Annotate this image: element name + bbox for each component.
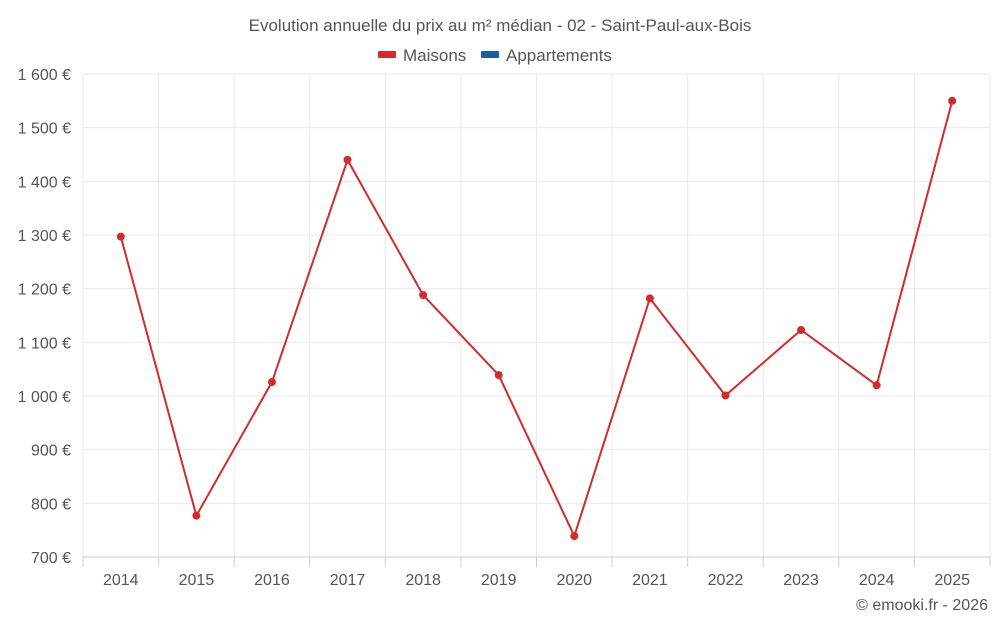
data-point-maisons-2021[interactable] — [645, 294, 654, 303]
data-point-maisons-2019[interactable] — [494, 371, 503, 380]
data-point-maisons-2014[interactable] — [116, 232, 125, 241]
x-tick-label: 2019 — [481, 572, 517, 589]
x-tick-label: 2016 — [254, 572, 290, 589]
credit-text: © emooki.fr - 2026 — [856, 597, 988, 614]
y-tick-label: 1 000 € — [18, 389, 71, 406]
data-point-maisons-2024[interactable] — [872, 381, 881, 390]
x-tick-label: 2017 — [330, 572, 366, 589]
y-tick-label: 800 € — [31, 496, 71, 513]
x-tick-label: 2024 — [859, 572, 895, 589]
grid — [82, 73, 991, 557]
x-tick-label: 2023 — [783, 572, 819, 589]
x-tick-label: 2022 — [708, 572, 744, 589]
data-point-maisons-2018[interactable] — [419, 291, 428, 300]
y-tick-label: 900 € — [31, 443, 71, 460]
y-tick-label: 700 € — [31, 550, 71, 567]
data-point-maisons-2017[interactable] — [343, 155, 352, 164]
x-tick-label: 2021 — [632, 572, 668, 589]
legend-item-appartements[interactable]: Appartements — [481, 46, 612, 65]
y-tick-label: 1 200 € — [18, 282, 71, 299]
data-point-maisons-2015[interactable] — [192, 511, 201, 520]
y-tick-label: 1 100 € — [18, 335, 71, 352]
legend-label-maisons: Maisons — [403, 46, 466, 65]
x-tick-label: 2025 — [934, 572, 970, 589]
y-tick-label: 1 400 € — [18, 174, 71, 191]
data-point-maisons-2016[interactable] — [267, 378, 276, 387]
legend-item-maisons[interactable]: Maisons — [378, 46, 466, 65]
series-line-maisons — [119, 100, 954, 538]
y-tick-label: 1 300 € — [18, 228, 71, 245]
x-tick-label: 2020 — [556, 572, 592, 589]
x-tick-label: 2014 — [103, 572, 139, 589]
y-tick-label: 1 600 € — [18, 67, 71, 84]
data-point-maisons-2023[interactable] — [797, 325, 806, 334]
legend-swatch-maisons — [378, 51, 396, 58]
data-point-maisons-2020[interactable] — [570, 532, 579, 541]
legend-label-appartements: Appartements — [506, 46, 612, 65]
series-maisons — [116, 96, 957, 541]
data-point-maisons-2025[interactable] — [948, 96, 957, 105]
y-tick-label: 1 500 € — [18, 121, 71, 138]
x-tick-label: 2018 — [405, 572, 441, 589]
legend: Maisons Appartements — [378, 46, 612, 65]
chart-title: Evolution annuelle du prix au m² médian … — [249, 16, 752, 35]
y-axis: 700 € 800 € 900 € 1 000 € 1 100 € 1 200 € 1 30… — [18, 67, 71, 567]
legend-swatch-appartements — [481, 51, 499, 58]
x-axis: 2014 2015 2016 2017 2018 2019 2020 2021 2022 2023… — [82, 556, 991, 589]
data-point-maisons-2022[interactable] — [721, 391, 730, 400]
x-tick-label: 2015 — [179, 572, 215, 589]
